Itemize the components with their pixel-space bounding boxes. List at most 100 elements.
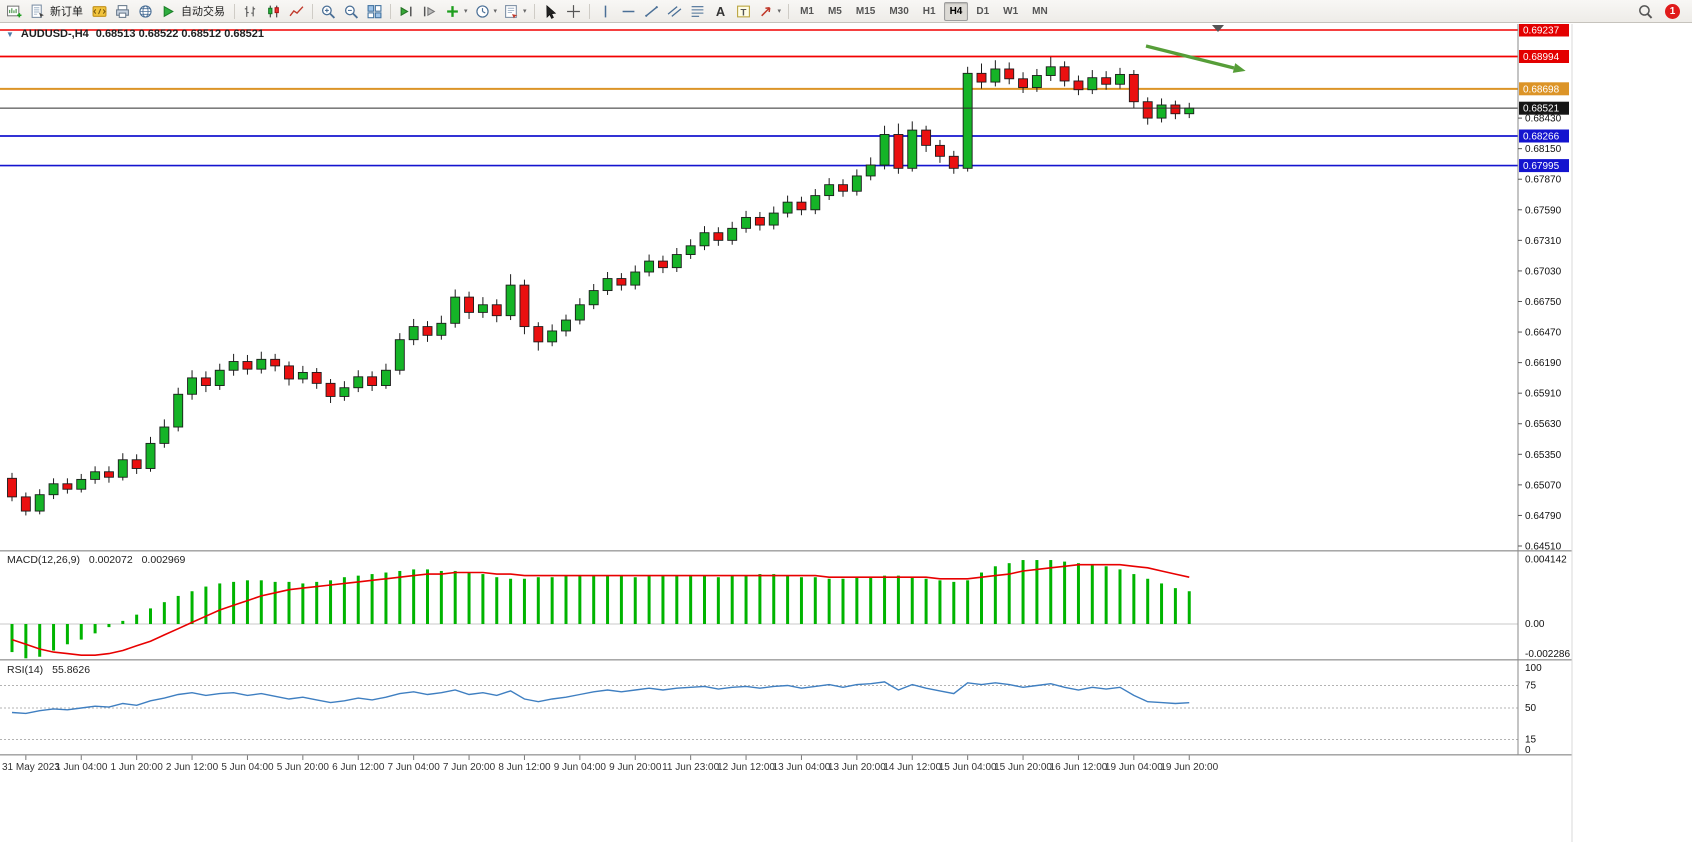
candle-down [976, 72, 987, 83]
svg-text:13 Jun 04:00: 13 Jun 04:00 [773, 762, 831, 773]
new-order-button[interactable]: 新订单 [26, 1, 88, 22]
channel-tool-button[interactable] [663, 1, 686, 22]
candle-down [1073, 80, 1084, 91]
algo-trading-button[interactable]: 自动交易 [157, 1, 230, 22]
channel-icon [667, 5, 681, 17]
candle-up [477, 304, 488, 313]
tiles-icon [367, 4, 382, 18]
globe-icon [139, 4, 152, 18]
indicator-plus-icon [447, 5, 458, 17]
zoom-in-button[interactable] [317, 1, 340, 22]
zoom-out-button[interactable] [340, 1, 363, 22]
svg-text:6 Jun 12:00: 6 Jun 12:00 [332, 762, 385, 773]
candle-down [200, 377, 211, 386]
candle-up [450, 296, 461, 324]
candle-up [851, 175, 862, 192]
candle-up [630, 271, 641, 286]
chart-shift-marker[interactable] [1212, 25, 1224, 32]
text-tool-button[interactable]: A [709, 1, 732, 22]
candle-up [353, 376, 364, 389]
arrows-tool-button[interactable]: ▾ [755, 1, 785, 22]
tile-windows-button[interactable] [363, 1, 386, 22]
price-level-lines[interactable] [0, 29, 1518, 167]
vline-icon [604, 5, 606, 17]
pointer-icon [546, 4, 556, 19]
tf-m15-button[interactable]: M15 [855, 5, 876, 17]
trendline-tool-button[interactable] [640, 1, 663, 22]
main-toolbar: 新订单 自动交易 ▾ ▾ ▾ A T ▾ M1 M5 M15 M30 H1 H4 D1 W1 MN 1 [0, 0, 1692, 23]
svg-text:15: 15 [1525, 735, 1537, 746]
one-click-trading-toggle[interactable]: ▼ [6, 29, 14, 39]
new-chart-button[interactable] [3, 1, 26, 22]
notification-badge[interactable]: 1 [1665, 3, 1680, 19]
svg-text:15 Jun 04:00: 15 Jun 04:00 [939, 762, 997, 773]
svg-text:2 Jun 12:00: 2 Jun 12:00 [166, 762, 219, 773]
svg-text:14 Jun 12:00: 14 Jun 12:00 [883, 762, 941, 773]
crosshair-button[interactable] [562, 1, 585, 22]
price-badge-0.67995 [1519, 159, 1569, 173]
candle-up [1156, 104, 1167, 119]
print-button[interactable] [111, 1, 134, 22]
indicators-button[interactable]: ▾ [441, 1, 471, 22]
label-tool-button[interactable]: T [732, 1, 755, 22]
candle-down [131, 459, 142, 469]
candle-up [1115, 73, 1125, 85]
autoscroll-icon [400, 6, 412, 16]
candle-up [173, 393, 184, 428]
new-order-label: 新订单 [50, 6, 83, 18]
svg-text:1 Jun 04:00: 1 Jun 04:00 [55, 762, 108, 773]
tf-h4-button[interactable]: H4 [943, 1, 969, 21]
price-badge-0.68698 [1519, 82, 1569, 96]
chart-plus-icon [6, 5, 22, 17]
svg-text:0.00: 0.00 [1525, 619, 1545, 630]
periods-button[interactable]: ▾ [471, 1, 501, 22]
candles-mode-button[interactable] [262, 1, 285, 22]
candle-up [782, 201, 793, 214]
svg-text:0.68994: 0.68994 [1523, 52, 1560, 63]
search-button[interactable] [1634, 1, 1657, 22]
svg-text:75: 75 [1525, 681, 1537, 692]
tf-w1-button[interactable]: W1 [1003, 5, 1019, 17]
horizontal-line-tool-button[interactable] [617, 1, 640, 22]
candle-down [491, 304, 502, 317]
chart-canvas[interactable]: 0.68430 0.68150 0.67870 0.67590 0.67310 0.670… [0, 24, 1692, 842]
tf-m30-button[interactable]: M30 [889, 5, 909, 17]
svg-text:0.68266: 0.68266 [1523, 131, 1560, 142]
tf-h1-button[interactable]: H1 [922, 5, 936, 17]
trend-arrow-annotation[interactable] [1145, 44, 1246, 73]
svg-text:8 Jun 12:00: 8 Jun 12:00 [498, 762, 551, 773]
candle-up [588, 290, 599, 306]
svg-text:0.68430: 0.68430 [1525, 114, 1562, 125]
arrow-head [1232, 63, 1246, 73]
tf-mn-button[interactable]: MN [1032, 5, 1048, 17]
svg-text:19 Jun 04:00: 19 Jun 04:00 [1105, 762, 1163, 773]
candle-up [34, 494, 45, 512]
community-button[interactable] [134, 1, 157, 22]
bars-mode-button[interactable] [239, 1, 262, 22]
candle-up [159, 426, 170, 444]
tf-d1-button[interactable]: D1 [976, 5, 990, 17]
auto-scroll-button[interactable] [395, 1, 418, 22]
fibonacci-tool-button[interactable] [686, 1, 709, 22]
tf-m1-button[interactable]: M1 [800, 5, 814, 17]
vertical-line-tool-button[interactable] [594, 1, 617, 22]
svg-text:1 Jun 20:00: 1 Jun 20:00 [111, 762, 164, 773]
candle-up [76, 478, 87, 490]
play-icon [163, 5, 174, 17]
tf-m5-button[interactable]: M5 [827, 5, 842, 17]
metaeditor-button[interactable] [88, 1, 111, 22]
candle-down [533, 326, 544, 343]
price-axis[interactable]: 0.68430 0.68150 0.67870 0.67590 0.67310 0.670… [1518, 24, 1570, 756]
candle-down [7, 477, 17, 498]
templates-button[interactable]: ▾ [500, 1, 530, 22]
cursor-button[interactable] [539, 1, 562, 22]
candle-down [616, 278, 627, 286]
chart-shift-button[interactable] [418, 1, 441, 22]
fibo-icon [691, 5, 703, 17]
candles-icon [268, 5, 279, 17]
candle-up [741, 216, 751, 229]
template-icon [505, 4, 518, 18]
candle-down [422, 326, 433, 336]
line-mode-button[interactable] [285, 1, 308, 22]
